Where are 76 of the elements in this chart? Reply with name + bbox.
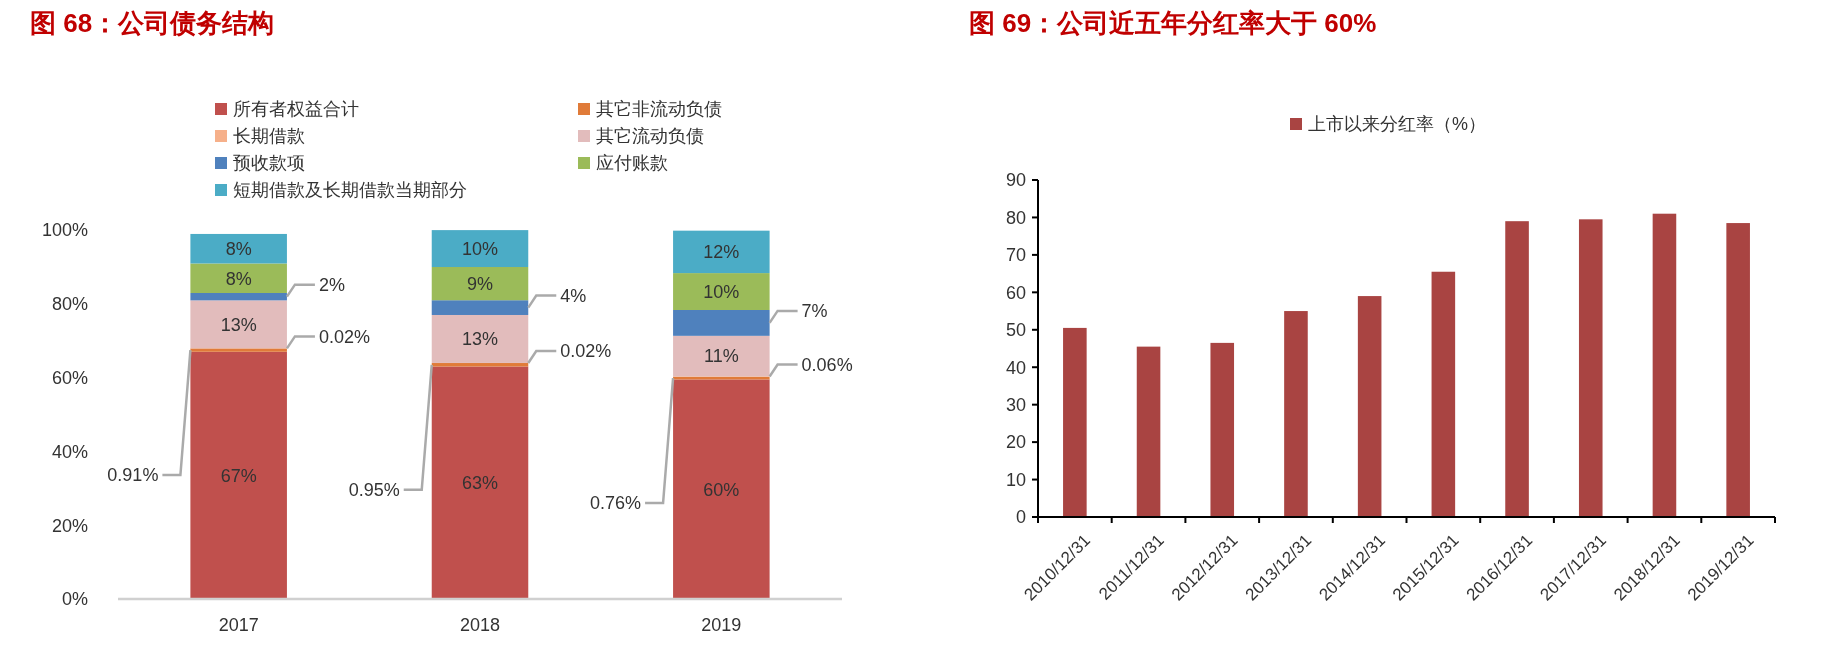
data-label: 12% — [703, 242, 740, 263]
bar — [1210, 342, 1235, 517]
bar — [190, 233, 287, 264]
data-label: 10% — [461, 238, 499, 259]
bar — [1726, 223, 1750, 517]
y-tick-label: 60 — [1005, 282, 1026, 303]
legend-label: 长期借款 — [233, 126, 305, 147]
bar — [431, 230, 529, 268]
bar — [673, 310, 770, 336]
legend-label: 上市以来分红率（%） — [1308, 114, 1487, 135]
x-tick-label: 2018 — [459, 615, 501, 635]
bar — [1652, 213, 1677, 517]
y-tick-label: 50 — [1005, 320, 1026, 341]
legend-label: 预收款项 — [233, 153, 305, 174]
y-tick-label: 20 — [1005, 432, 1026, 453]
data-label: 11% — [703, 346, 739, 367]
y-tick-label: 60% — [51, 367, 88, 388]
x-tick-label: 2019 — [701, 615, 742, 635]
bar — [190, 263, 287, 293]
y-tick-label: 80 — [1005, 207, 1026, 228]
legend-label: 应付账款 — [596, 153, 668, 174]
data-label: 2% — [318, 274, 345, 295]
data-label: 13% — [461, 329, 499, 350]
data-label: 63% — [461, 473, 499, 494]
chart-title: 图 68：公司债务结构 — [30, 8, 275, 38]
chart-title: 图 69：公司近五年分红率大于 60% — [969, 8, 1377, 38]
data-label: 8% — [225, 268, 252, 289]
bar — [190, 292, 287, 301]
data-label: 13% — [220, 314, 257, 335]
bar — [1063, 327, 1087, 517]
bar — [673, 273, 770, 310]
bar — [673, 379, 770, 599]
data-label: 0.02% — [318, 326, 370, 347]
legend-label: 其它非流动负债 — [596, 99, 722, 120]
data-label: 0.76% — [590, 493, 642, 514]
y-tick-label: 80% — [51, 294, 88, 315]
bar — [1284, 311, 1308, 517]
y-tick-label: 40 — [1005, 357, 1026, 378]
legend-label: 所有者权益合计 — [233, 99, 359, 120]
data-label: 67% — [220, 465, 257, 486]
bar — [431, 363, 529, 367]
data-label: 7% — [801, 301, 828, 322]
bar — [190, 351, 287, 599]
legend-label: 短期借款及长期借款当期部分 — [233, 180, 467, 201]
y-tick-label: 70 — [1005, 245, 1026, 266]
x-tick-label: 2017 — [218, 615, 259, 635]
bar — [431, 300, 529, 315]
bar — [1505, 221, 1529, 517]
bar — [1357, 296, 1382, 517]
data-label: 0.02% — [560, 341, 612, 362]
bar — [673, 230, 770, 274]
data-label: 0.06% — [801, 354, 853, 375]
data-label: 8% — [225, 239, 252, 260]
y-tick-label: 40% — [51, 441, 88, 462]
data-label: 4% — [560, 285, 587, 306]
data-label: 0.91% — [107, 465, 159, 486]
bar — [1136, 346, 1161, 517]
bar — [431, 314, 529, 363]
y-tick-label: 90 — [1005, 170, 1026, 191]
legend-label: 其它流动负债 — [596, 126, 704, 147]
y-tick-label: 100% — [41, 220, 88, 241]
bar — [673, 335, 770, 377]
y-tick-label: 30 — [1005, 394, 1026, 415]
bar — [190, 300, 287, 349]
y-tick-label: 0% — [61, 589, 88, 610]
bar — [1431, 271, 1456, 517]
y-tick-label: 10 — [1005, 469, 1026, 490]
data-label: 10% — [703, 281, 740, 302]
bar — [431, 366, 529, 599]
bar — [431, 267, 529, 301]
data-label: 60% — [703, 479, 740, 500]
y-tick-label: 0 — [1015, 507, 1026, 528]
bar — [1578, 219, 1603, 517]
data-label: 9% — [466, 273, 494, 294]
data-label: 0.95% — [348, 480, 400, 501]
y-tick-label: 20% — [51, 515, 88, 536]
